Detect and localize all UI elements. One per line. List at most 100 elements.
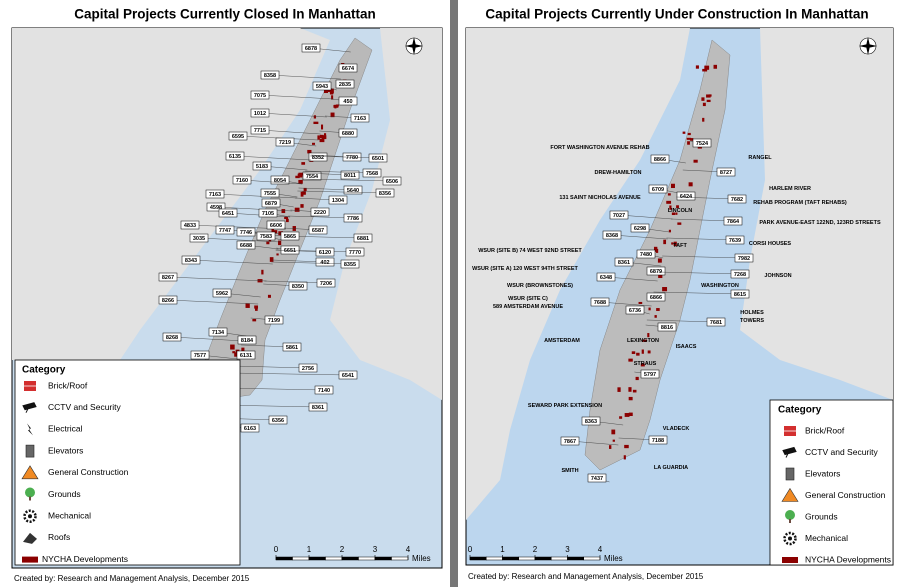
map-label: REHAB PROGRAM (TAFT REHABS) <box>753 200 847 206</box>
nycha-development <box>690 138 694 141</box>
map-label: 8343 <box>185 258 197 264</box>
map-label: 6451 <box>222 211 234 217</box>
map-label: 402 <box>320 260 329 266</box>
scale-label: 4 <box>598 545 603 554</box>
map-label: 8352 <box>312 155 324 161</box>
map-title: Capital Projects Currently Closed In Man… <box>74 7 376 22</box>
legend-label: Elevators <box>48 445 83 455</box>
label-box <box>650 154 670 164</box>
map-label: 5865 <box>284 234 296 240</box>
land <box>740 28 893 400</box>
map-label: 7747 <box>219 228 231 234</box>
label-box <box>590 297 610 307</box>
label-box <box>280 245 300 255</box>
leader-line <box>198 237 281 243</box>
nycha-development <box>301 162 306 165</box>
legend-icon <box>785 510 795 520</box>
map-label: 7867 <box>564 439 576 445</box>
scale-segment <box>308 556 326 561</box>
map-label: 8268 <box>166 335 178 341</box>
map-label: 7780 <box>346 155 358 161</box>
scale-segment <box>374 556 392 561</box>
legend-icon <box>23 509 37 523</box>
scale-label: 1 <box>500 545 505 554</box>
map-label: 7075 <box>254 93 266 99</box>
label-box <box>264 315 284 325</box>
label-box <box>630 223 650 233</box>
map-label: 6298 <box>634 226 646 232</box>
label-box <box>237 335 257 345</box>
map-label: 5183 <box>256 164 268 170</box>
map-label: 6541 <box>342 373 354 379</box>
scale-unit: Miles <box>604 554 623 563</box>
scale-label: 1 <box>307 545 312 554</box>
map-label: CORSI HOUSES <box>749 241 792 247</box>
map-label: LINCOLN <box>668 208 692 214</box>
leader-line <box>190 259 273 265</box>
nycha-development <box>635 376 639 381</box>
label-box <box>727 194 747 204</box>
nycha-development <box>656 308 660 311</box>
map-label: 2756 <box>302 366 314 372</box>
label-box <box>734 253 754 263</box>
map-label: 6356 <box>272 418 284 424</box>
nycha-development <box>294 207 300 212</box>
leader-line <box>611 234 668 240</box>
nycha-development <box>241 347 245 352</box>
map-label: RANGEL <box>748 155 772 161</box>
legend-label: Grounds <box>805 511 838 521</box>
map-label: 7105 <box>262 211 274 217</box>
map-labels: 6878 6674 8358 2835 5943 450 7075 7163 1012 7715 6… <box>158 43 881 483</box>
label-box <box>646 266 666 276</box>
leader-line <box>646 319 717 323</box>
nycha-development <box>297 173 303 178</box>
map-title: Capital Projects Currently Under Constru… <box>485 7 868 22</box>
nycha-development <box>628 396 633 401</box>
label-box <box>625 305 645 315</box>
label-box <box>602 230 622 240</box>
legend-label: General Construction <box>48 467 129 477</box>
map-label: VLADECK <box>663 426 690 432</box>
nycha-development <box>671 242 674 245</box>
label-box <box>335 79 355 89</box>
leader-line <box>214 193 298 199</box>
nycha-development <box>319 138 325 143</box>
leader-line <box>215 206 293 212</box>
compass <box>405 37 423 55</box>
nycha-development <box>267 294 271 298</box>
map-label: STRAUS <box>634 361 657 367</box>
nycha-development <box>702 68 708 72</box>
legend-icon <box>781 487 799 502</box>
nycha-development <box>640 363 645 367</box>
nycha-development <box>623 455 626 460</box>
map-label: 5861 <box>286 345 298 351</box>
map-label: 6424 <box>680 194 693 200</box>
nycha-development <box>666 200 672 204</box>
land <box>330 28 442 400</box>
nycha-development <box>693 159 698 163</box>
map-label: 6879 <box>265 201 277 207</box>
scale-segment <box>325 556 343 561</box>
nycha-development <box>701 97 705 101</box>
legend-label: Elevators <box>805 468 840 478</box>
nycha-development <box>671 212 676 216</box>
nycha-development <box>333 104 339 108</box>
nycha-development <box>321 135 327 140</box>
legend-label: General Construction <box>805 490 886 500</box>
label-box <box>302 171 322 181</box>
map-label: 6606 <box>270 223 282 229</box>
label-box <box>260 70 280 80</box>
label-box <box>646 292 666 302</box>
nycha-development <box>702 102 706 107</box>
map-label: 6880 <box>342 131 354 137</box>
label-box <box>266 220 286 230</box>
nycha-development <box>276 253 279 256</box>
leader-line <box>301 178 393 182</box>
scale-segment <box>275 556 293 561</box>
legend-icon <box>27 423 33 436</box>
legend-icon <box>785 467 795 481</box>
nycha-development <box>617 387 621 392</box>
scale-label: 0 <box>468 545 473 554</box>
map-label: 7206 <box>320 281 332 287</box>
